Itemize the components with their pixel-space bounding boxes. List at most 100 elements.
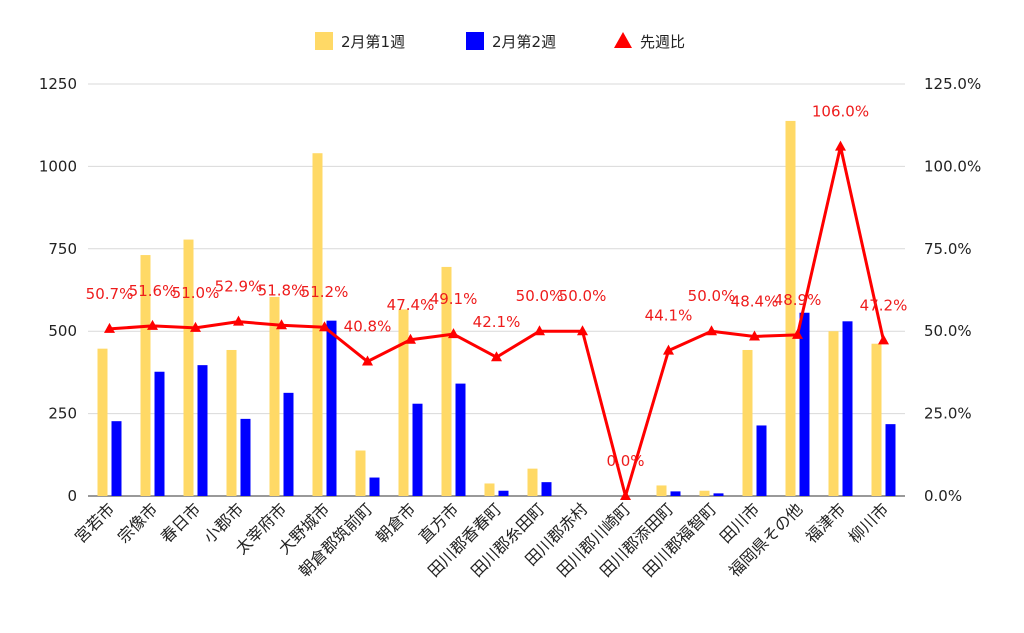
bar-week1 (269, 296, 280, 496)
ratio-marker (835, 140, 846, 151)
ratio-data-label: 47.2% (860, 296, 908, 314)
ratio-data-label: 50.0% (688, 287, 736, 305)
bar-week1 (183, 239, 194, 496)
bar-week2 (541, 482, 552, 496)
ratio-data-label: 0.0% (606, 452, 644, 470)
ratio-marker (620, 490, 631, 500)
x-axis-categories: 宮若市宗像市春日市小郡市太宰府市大野城市朝倉郡筑前町朝倉市直方市田川郡香春町田川… (71, 499, 892, 580)
chart-legend: 2月第1週 2月第2週 先週比 (315, 32, 685, 51)
left-axis: 0 250 500 750 1000 1250 (39, 75, 77, 505)
ratio-marker (448, 328, 459, 339)
right-axis-tick-label: 75.0% (924, 240, 972, 258)
bar-week1 (441, 266, 452, 496)
ratio-marker (319, 321, 330, 332)
ratio-data-label: 48.4% (731, 292, 779, 310)
bar-week1 (226, 349, 237, 496)
ratio-marker (792, 328, 803, 339)
left-axis-tick-label: 0 (67, 487, 77, 505)
ratio-marker (147, 319, 158, 330)
ratio-marker (577, 325, 588, 336)
bar-week1 (484, 483, 495, 496)
ratio-data-label: 106.0% (812, 103, 869, 121)
left-axis-tick-label: 750 (48, 240, 77, 258)
left-axis-tick-label: 1000 (39, 157, 77, 175)
ratio-data-label: 51.8% (258, 281, 306, 299)
legend-swatch-week1 (315, 32, 333, 50)
ratio-marker (405, 333, 416, 344)
ratio-data-label: 42.1% (473, 313, 521, 331)
ratio-marker (362, 355, 373, 366)
bar-week2 (842, 321, 853, 496)
left-axis-tick-label: 1250 (39, 75, 77, 93)
legend-label: 2月第1週 (341, 33, 405, 51)
right-axis-tick-label: 100.0% (924, 157, 981, 175)
bar-week1 (785, 120, 796, 497)
ratio-marker (104, 322, 115, 333)
x-category-label: 宗像市 (114, 499, 161, 546)
ratio-marker (878, 334, 889, 345)
bar-week1 (312, 153, 323, 496)
bar-series (97, 120, 896, 497)
right-axis-tick-label: 25.0% (924, 405, 972, 423)
ratio-data-label: 47.4% (387, 296, 435, 314)
bar-week1 (871, 343, 882, 496)
x-category-label: 福津市 (802, 499, 849, 546)
bar-week2 (885, 424, 896, 496)
line-series: 50.7%51.6%51.0%52.9%51.8%51.2% 40.8% 47.4%… (86, 103, 908, 500)
legend-label: 2月第2週 (492, 33, 556, 51)
ratio-data-label: 51.0% (172, 284, 220, 302)
right-axis-tick-label: 50.0% (924, 322, 972, 340)
legend-label: 先週比 (640, 33, 685, 51)
ratio-marker (190, 321, 201, 332)
x-category-label: 柳川市 (845, 499, 892, 546)
x-category-label: 朝倉市 (372, 499, 419, 546)
ratio-data-label: 48.9% (774, 291, 822, 309)
ratio-marker (534, 325, 545, 336)
right-axis-tick-label: 125.0% (924, 75, 981, 93)
bar-week2 (799, 312, 810, 496)
right-axis: 0.0% 25.0% 50.0% 75.0% 100.0% 125.0% (924, 75, 981, 505)
bar-week2 (197, 365, 208, 496)
ratio-data-label: 44.1% (645, 307, 693, 325)
ratio-data-label: 51.2% (301, 283, 349, 301)
x-category-label: 宮若市 (71, 499, 118, 546)
ratio-data-label: 40.8% (344, 318, 392, 336)
ratio-data-label: 51.6% (129, 282, 177, 300)
bar-week2 (756, 425, 767, 496)
bar-week1 (527, 468, 538, 496)
bar-week1 (140, 255, 151, 496)
left-axis-tick-label: 500 (48, 322, 77, 340)
ratio-data-label: 49.1% (430, 290, 478, 308)
bar-week1 (656, 485, 667, 496)
ratio-data-label: 50.0% (559, 287, 607, 305)
chart-gridlines (88, 83, 905, 497)
bar-week2 (412, 403, 423, 496)
bar-week1 (355, 450, 366, 496)
left-axis-tick-label: 250 (48, 405, 77, 423)
bar-week1 (828, 331, 839, 496)
legend-swatch-ratio (614, 32, 632, 48)
legend-swatch-week2 (466, 32, 484, 50)
ratio-marker (706, 325, 717, 336)
ratio-marker (749, 330, 760, 341)
right-axis-tick-label: 0.0% (924, 487, 962, 505)
bar-week1 (699, 490, 710, 496)
bar-week2 (498, 490, 509, 496)
ratio-data-label: 52.9% (215, 278, 263, 296)
bar-week1 (97, 348, 108, 496)
bar-week2 (713, 493, 724, 496)
bar-week2 (670, 491, 681, 496)
bar-week2 (326, 320, 337, 496)
ratio-marker (491, 351, 502, 362)
ratio-marker (233, 315, 244, 326)
bar-week2 (111, 421, 122, 496)
bar-week2 (154, 371, 165, 496)
bar-week2 (455, 383, 466, 496)
ratio-data-label: 50.7% (86, 285, 134, 303)
bar-week1 (742, 349, 753, 496)
bar-week1 (398, 309, 409, 496)
bar-week2 (240, 418, 251, 496)
ratio-data-label: 50.0% (516, 287, 564, 305)
ratio-marker (276, 319, 287, 330)
